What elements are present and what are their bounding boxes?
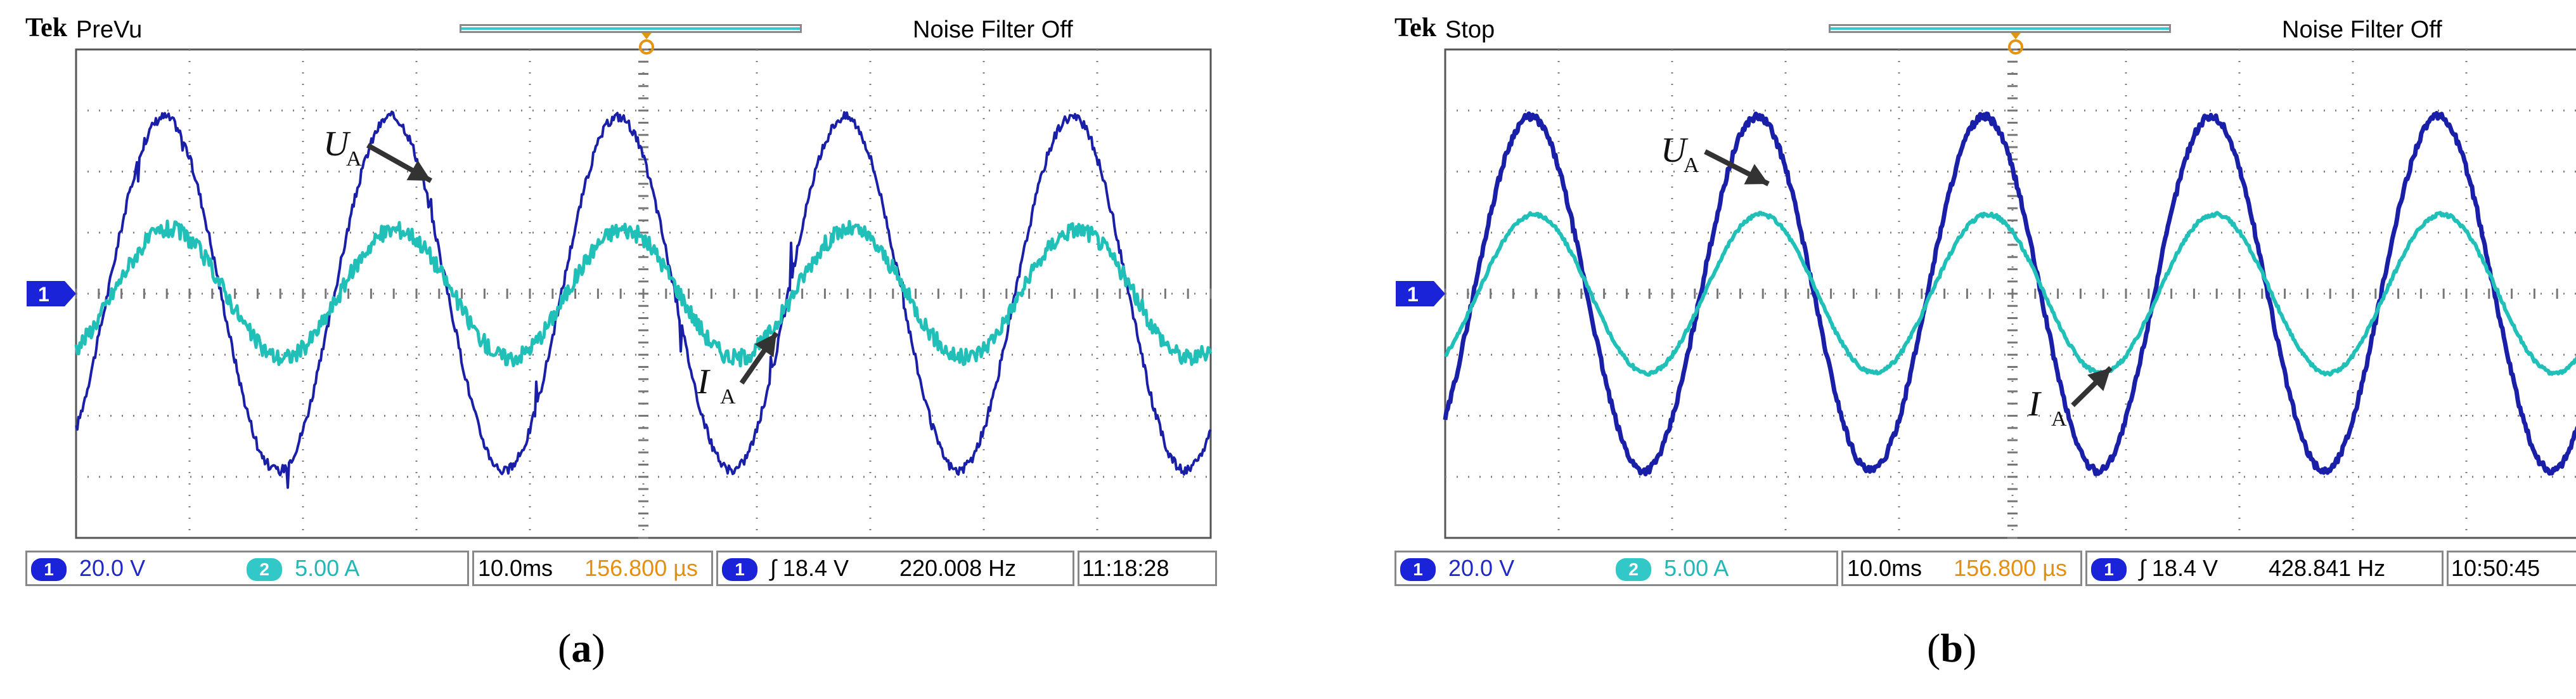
trigger-box: 1 ∫ 18.4 V 220.008 Hz bbox=[716, 551, 1074, 586]
clock-box: 10:50:45 bbox=[2447, 551, 2576, 586]
svg-text:U: U bbox=[1661, 131, 1689, 170]
center-axes bbox=[75, 48, 1212, 539]
clock-time: 11:18:28 bbox=[1082, 555, 1169, 581]
time-per-div: 10.0ms bbox=[478, 555, 553, 581]
ch1-ground-marker: 1 bbox=[27, 281, 76, 306]
ch1-ground-label: 1 bbox=[38, 283, 49, 306]
trigger-level: 18.4 V bbox=[2151, 555, 2218, 581]
svg-text:A: A bbox=[720, 385, 736, 408]
brand-label: Tek bbox=[25, 13, 68, 42]
noise-filter-label: Noise Filter Off bbox=[913, 16, 1073, 43]
trigger-source-marker: 1 bbox=[2091, 558, 2127, 582]
svg-text:I: I bbox=[697, 362, 711, 402]
series-i-a-trace bbox=[1444, 211, 2576, 377]
label-ua-annotation: UA bbox=[323, 124, 432, 183]
series-u-a-trace bbox=[1443, 110, 2576, 476]
ch2-scale: 5.00 A bbox=[1664, 555, 1729, 581]
caption-a: (a) bbox=[558, 625, 605, 670]
center-axes bbox=[1444, 48, 2558, 539]
acquisition-status: Stop bbox=[1445, 16, 1495, 43]
trigger-slope-icon: ∫ bbox=[2139, 555, 2146, 581]
svg-text:I: I bbox=[2028, 384, 2042, 424]
ch1-marker: 1 bbox=[1400, 558, 1436, 582]
svg-text:A: A bbox=[346, 147, 362, 171]
ch2-scale: 5.00 A bbox=[295, 555, 360, 581]
trigger-position: 156.800 µs bbox=[1954, 555, 2067, 581]
trigger-source-marker: 1 bbox=[722, 558, 757, 582]
brand-label: Tek bbox=[1394, 13, 1437, 42]
caption-b: (b) bbox=[1927, 625, 1977, 670]
series-i-a-trace bbox=[74, 219, 1213, 368]
ch1-scale: 20.0 V bbox=[79, 555, 146, 581]
trigger-slope-icon: ∫ bbox=[770, 555, 776, 581]
ch1-marker: 1 bbox=[31, 558, 67, 582]
acquisition-status: PreVu bbox=[76, 16, 143, 43]
channel-scale-box: 1 20.0 V 2 5.00 A bbox=[25, 551, 469, 586]
svg-text:A: A bbox=[2051, 407, 2067, 431]
clock-time: 10:50:45 bbox=[2451, 555, 2541, 581]
ch1-ground-marker: 1 bbox=[1396, 281, 1445, 306]
svg-text:A: A bbox=[1684, 154, 1699, 177]
channel-scale-box: 1 20.0 V 2 5.00 A bbox=[1394, 551, 1838, 586]
label-ua-annotation: UA bbox=[1661, 131, 1770, 186]
timebase-box: 10.0ms 156.800 µs bbox=[472, 551, 713, 586]
time-per-div: 10.0ms bbox=[1847, 555, 1922, 581]
status-bar: 1 20.0 V 2 5.00 A 10.0ms 156.800 µs 1 ∫ … bbox=[25, 551, 1217, 589]
ch1-scale: 20.0 V bbox=[1448, 555, 1515, 581]
clock-box: 11:18:28 bbox=[1078, 551, 1217, 586]
ch2-marker: 2 bbox=[247, 558, 283, 582]
trigger-position: 156.800 µs bbox=[584, 555, 698, 581]
trigger-box: 1 ∫ 18.4 V 428.841 Hz bbox=[2085, 551, 2444, 586]
trigger-frequency: 220.008 Hz bbox=[899, 555, 1017, 581]
trigger-frequency: 428.841 Hz bbox=[2269, 555, 2386, 581]
ch1-ground-label: 1 bbox=[1407, 283, 1419, 306]
ch2-marker: 2 bbox=[1616, 558, 1652, 582]
noise-filter-label: Noise Filter Off bbox=[2282, 16, 2442, 43]
record-timeline-bar bbox=[460, 24, 802, 33]
svg-text:U: U bbox=[323, 124, 351, 164]
record-timeline-bar bbox=[1829, 24, 2171, 33]
series-u-a-trace bbox=[75, 110, 1212, 489]
status-bar: 1 20.0 V 2 5.00 A 10.0ms 156.800 µs 1 ∫ … bbox=[1394, 551, 2576, 589]
timebase-box: 10.0ms 156.800 µs bbox=[1841, 551, 2082, 586]
trigger-level: 18.4 V bbox=[782, 555, 849, 581]
